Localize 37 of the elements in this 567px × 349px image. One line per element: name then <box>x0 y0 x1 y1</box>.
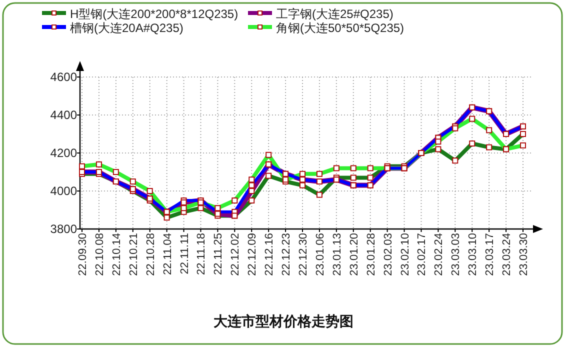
x-tick-label: 23.03.17 <box>484 233 496 276</box>
x-tick-label: 22.10.21 <box>128 233 140 276</box>
legend-label: H型钢(大连200*200*8*12Q235) <box>70 7 238 21</box>
x-tick-label: 22.12.09 <box>246 233 259 276</box>
x-tick-label: 22.11.04 <box>162 233 174 276</box>
x-tick-label: 23.03.30 <box>518 233 530 276</box>
x-tick-label: 23.02.24 <box>433 233 446 276</box>
x-tick-label: 22.11.25 <box>212 233 225 276</box>
y-tick-label: 3800 <box>50 222 78 236</box>
x-tick-label: 23.02.17 <box>416 233 428 276</box>
x-tick-label: 23.03.24 <box>501 233 514 276</box>
x-tick-label: 22.12.16 <box>264 233 276 276</box>
x-tick-label: 23.01.20 <box>348 233 360 276</box>
x-tick-label: 23.01.28 <box>365 233 378 276</box>
y-tick-label: 4600 <box>50 70 78 84</box>
x-tick-label: 23.03.03 <box>450 233 462 276</box>
x-tick-label: 23.01.13 <box>331 233 344 276</box>
x-tick-label: 22.12.30 <box>298 233 310 276</box>
x-tick-label: 22.10.08 <box>94 233 106 276</box>
x-tick-label: 22.11.18 <box>196 233 208 276</box>
legend-label: 角钢(大连50*50*5Q235) <box>276 21 404 35</box>
y-tick-label: 4400 <box>50 108 78 122</box>
y-tick-label: 4200 <box>50 146 78 160</box>
x-tick-label: 22.11.11 <box>178 233 191 274</box>
y-tick-label: 4000 <box>50 184 78 198</box>
text: 大连市型材价格走势图 <box>214 313 354 329</box>
legend-label: 槽钢(大连20A#Q235) <box>70 21 184 35</box>
x-tick-label: 22.10.14 <box>110 233 123 276</box>
x-tick-label: 23.02.03 <box>382 233 394 276</box>
x-tick-label: 23.02.10 <box>399 233 412 276</box>
x-tick-label: 22.12.02 <box>230 233 242 276</box>
x-tick-label: 23.01.06 <box>314 233 326 276</box>
x-tick-label: 22.10.28 <box>144 233 157 276</box>
legend-label: 工字钢(大连25#Q235) <box>276 7 394 21</box>
x-tick-label: 22.12.23 <box>280 233 293 276</box>
x-tick-label: 22.09.30 <box>77 233 89 276</box>
x-tick-label: 23.03.10 <box>467 233 480 276</box>
